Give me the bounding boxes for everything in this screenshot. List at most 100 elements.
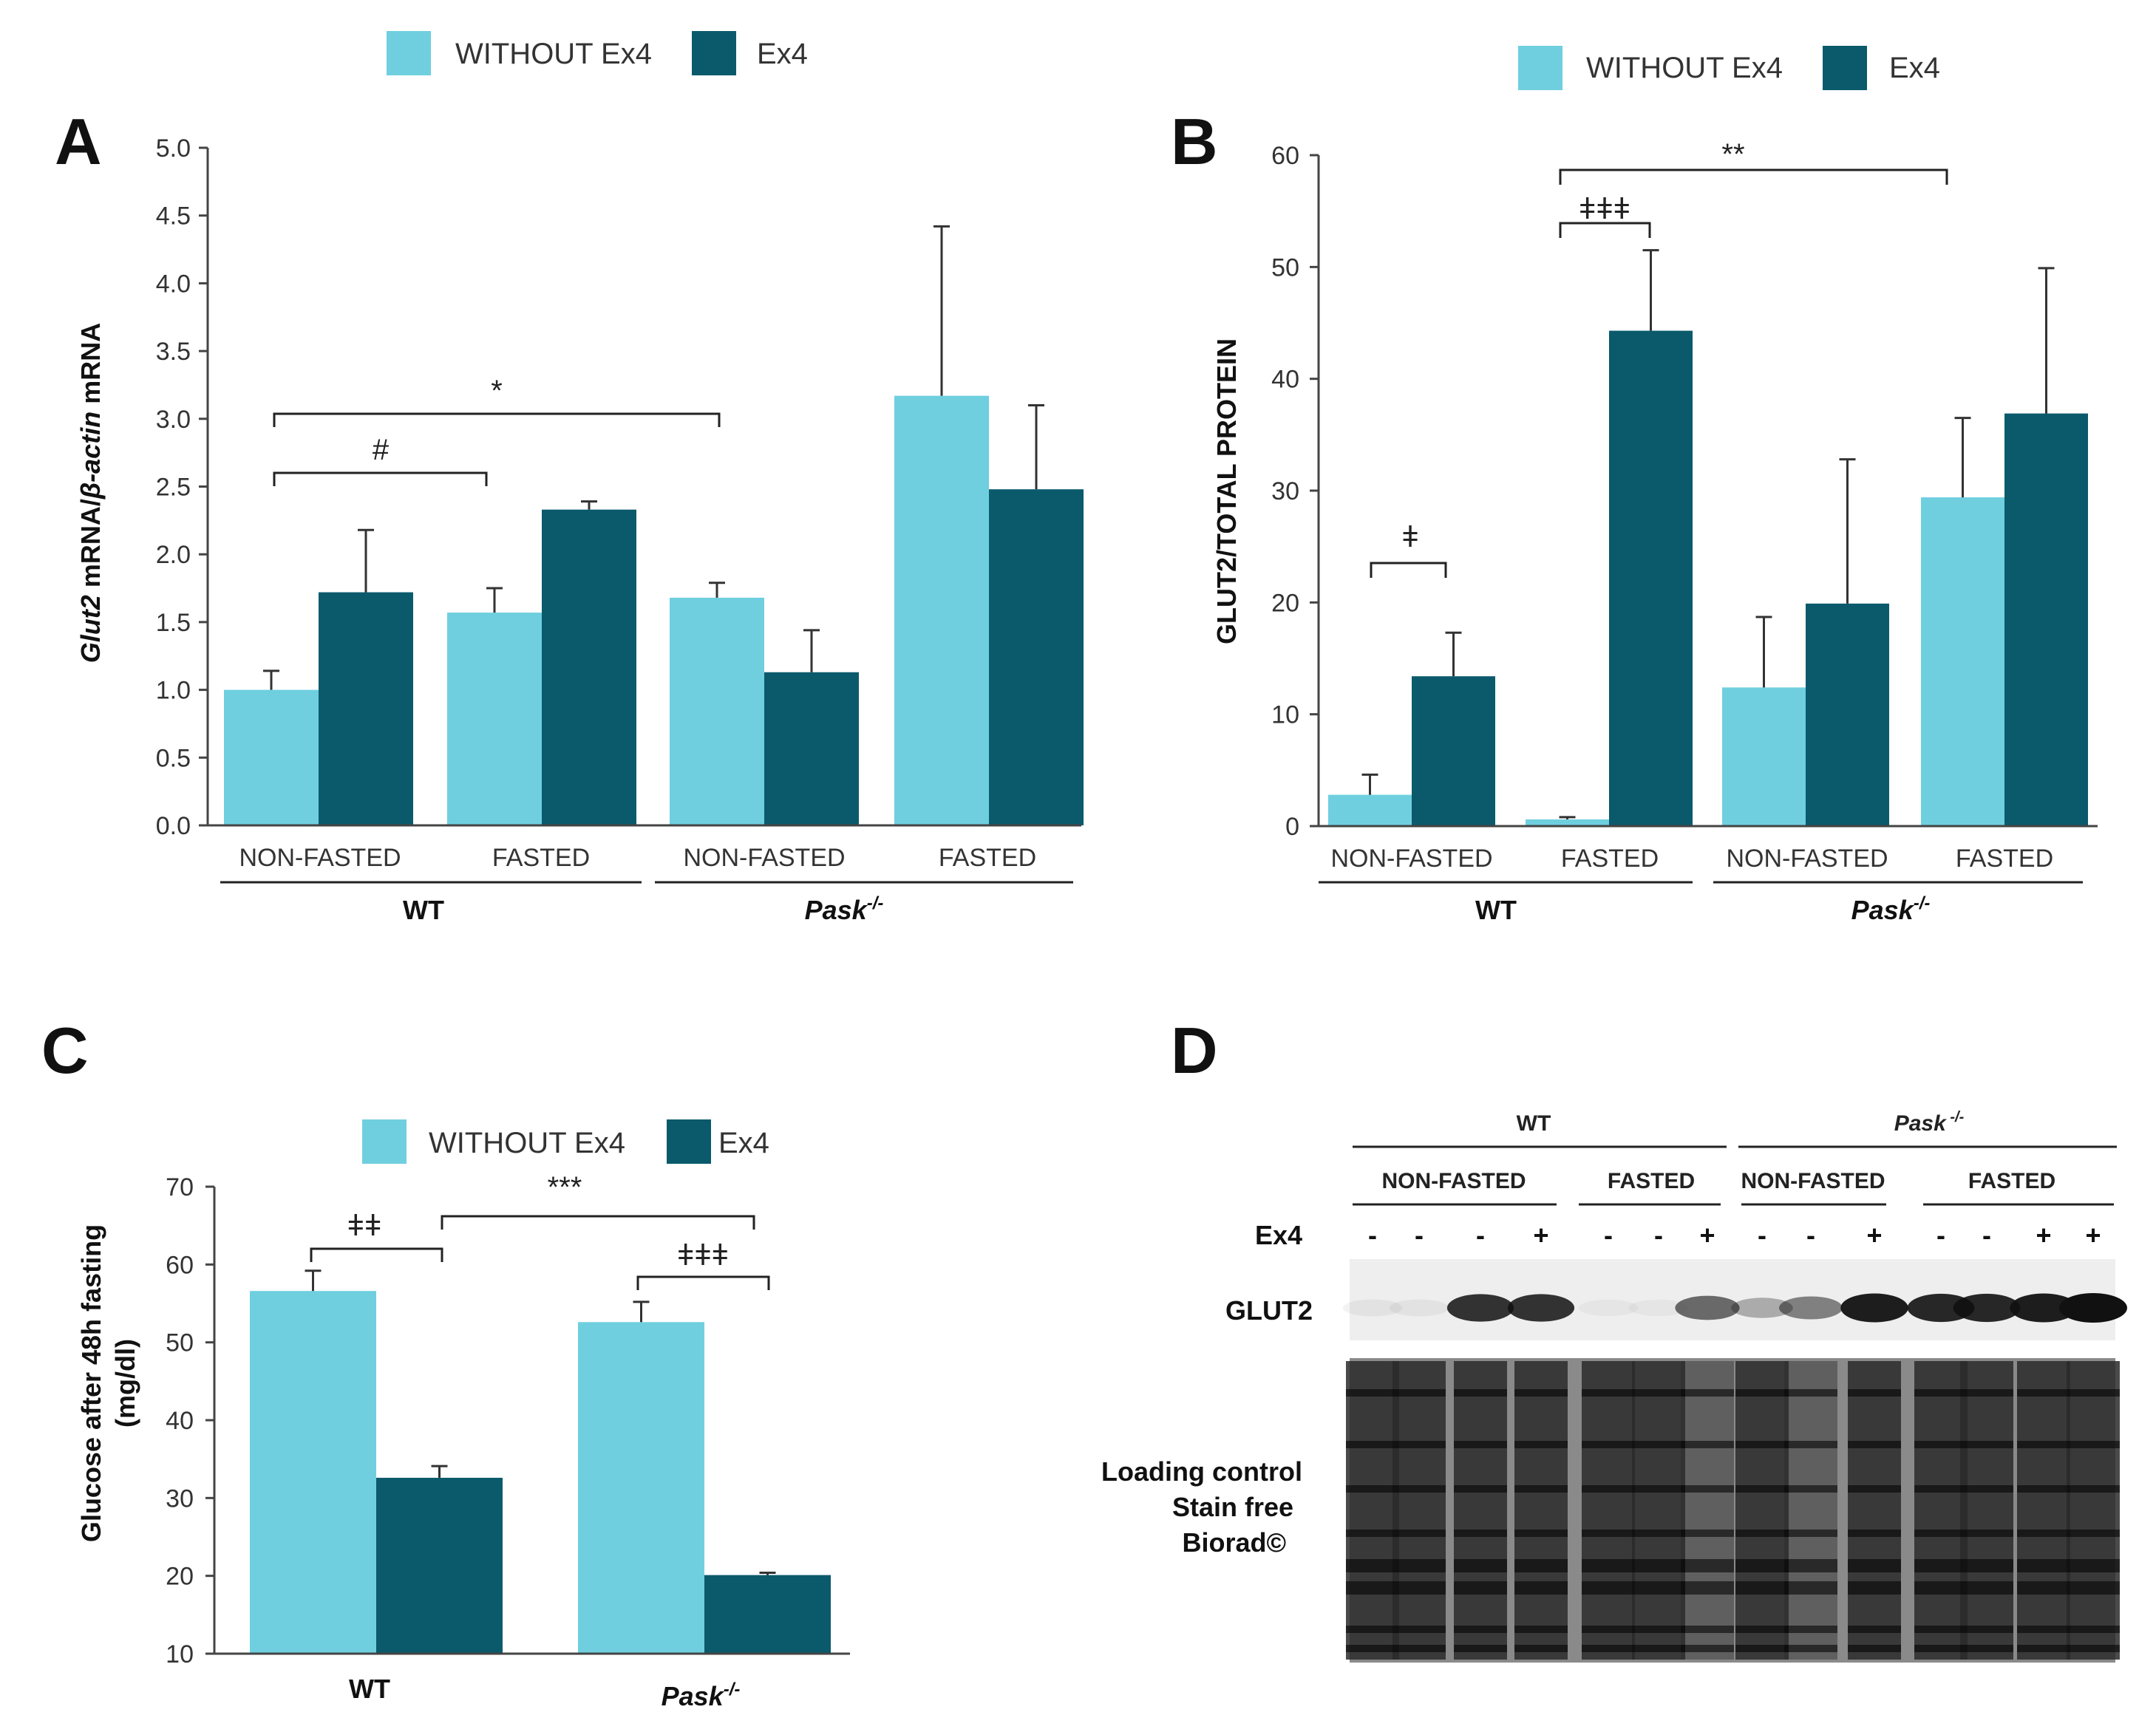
panel-a-ytick-label-7: 3.5 xyxy=(156,338,191,366)
blot-glut2-bands xyxy=(1342,1293,2127,1323)
panel-c-ytick-label-4: 50 xyxy=(166,1329,194,1357)
blot-ex4-sign-7: - xyxy=(1758,1220,1766,1250)
panel-a-bracket-star xyxy=(273,412,721,427)
panel-a-bar-ex4-1 xyxy=(542,509,636,825)
blot-loading-lane-0 xyxy=(1346,1361,1399,1660)
panel-c-ytick-label-0: 10 xyxy=(166,1640,194,1668)
panel-b-group-label-wt: WT xyxy=(1475,895,1517,925)
blot-loading-lanes xyxy=(1346,1361,2120,1660)
panel-a-errorbar-without-ex4-1 xyxy=(486,587,503,613)
panel-b-errorbar-without-ex4-0 xyxy=(1361,773,1378,795)
blot-loading-lane-3 xyxy=(1514,1361,1568,1660)
blot-ex4-sign-2: - xyxy=(1476,1220,1485,1250)
panel-a-ytick-label-8: 4.0 xyxy=(156,270,191,298)
panel-b-errorbar-without-ex4-3 xyxy=(1954,417,1971,498)
panel-b-ytick-label-1: 10 xyxy=(1271,701,1299,729)
panel-b-bracket-doublestar xyxy=(1559,168,1948,185)
panel-a-cat-label-0: NON-FASTED xyxy=(239,844,401,872)
panel-b-cat-label-0: NON-FASTED xyxy=(1330,845,1492,873)
panel-a-cat-label-2: NON-FASTED xyxy=(683,844,845,872)
legend-swatch-without-ex4-b xyxy=(1518,46,1562,90)
panel-b-letter: B xyxy=(1171,105,1218,178)
blot-ex4-sign-5: - xyxy=(1654,1220,1663,1250)
panel-c-bracket-triple xyxy=(636,1275,770,1290)
panel-c-bar-ex4-1 xyxy=(704,1575,831,1654)
blot-ex4-label: Ex4 xyxy=(1255,1220,1302,1250)
panel-b-errorbar-without-ex4-2 xyxy=(1755,616,1772,688)
legend-swatch-without-ex4 xyxy=(387,31,431,75)
panel-c-errorbar-ex4-1 xyxy=(759,1571,776,1575)
blot-loading-lane-4 xyxy=(1582,1361,1635,1660)
blot-loading-lane-6 xyxy=(1681,1361,1734,1660)
panel-b-y-axis-label: GLUT2/TOTAL PROTEIN xyxy=(1211,338,1242,644)
panel-b: WITHOUT Ex4 Ex4 B GLUT2/TOTAL PROTEIN 0 1… xyxy=(1171,46,2098,925)
panel-b-bar-ex4-2 xyxy=(1806,603,1889,826)
panel-a-letter: A xyxy=(55,105,102,178)
panel-a-bar-without-ex4-0 xyxy=(224,689,319,825)
panel-b-bar-without-ex4-2 xyxy=(1722,687,1806,826)
panel-c-ytick-label-5: 60 xyxy=(166,1251,194,1279)
blot-loading-label-2: Stain free xyxy=(1172,1492,1293,1522)
panel-c-sig-triplestar: *** xyxy=(548,1171,582,1204)
panel-a-ytick-label-5: 2.5 xyxy=(156,474,191,502)
panel-c-errorbar-without-ex4-1 xyxy=(633,1300,650,1323)
panel-b-y-ticks: 0 10 20 30 40 50 60 xyxy=(1271,142,1319,841)
blot-ex4-sign-10: - xyxy=(1936,1220,1945,1250)
panel-c-ytick-label-3: 40 xyxy=(166,1407,194,1435)
panel-c-errorbar-ex4-0 xyxy=(431,1465,448,1478)
blot-glut2-band-5 xyxy=(1628,1299,1689,1317)
panel-a-ytick-label-1: 0.5 xyxy=(156,744,191,772)
panel-b-ytick-label-4: 40 xyxy=(1271,366,1299,394)
blot-wt-label: WT xyxy=(1517,1111,1551,1136)
panel-a-ytick-label-4: 2.0 xyxy=(156,541,191,569)
panel-a-errorbar-ex4-2 xyxy=(803,629,820,672)
panel-c-group-label-wt: WT xyxy=(349,1674,390,1704)
panel-b-cat-label-3: FASTED xyxy=(1956,845,2053,873)
blot-ex4-sign-1: - xyxy=(1415,1220,1424,1250)
panel-c-y-axis-label-units: (mg/dl) xyxy=(110,1339,140,1428)
panel-d-letter: D xyxy=(1171,1014,1218,1087)
blot-ex4-sign-0: - xyxy=(1368,1220,1377,1250)
panel-b-bar-without-ex4-1 xyxy=(1526,819,1609,826)
panel-b-ytick-label-3: 30 xyxy=(1271,477,1299,505)
blot-subgroup-2: NON-FASTED xyxy=(1741,1169,1885,1193)
blot-loading-lane-12 xyxy=(2017,1361,2070,1660)
panel-a-errorbar-ex4-1 xyxy=(581,500,597,510)
panel-a-group-label-pask: Pask-/- xyxy=(805,893,884,925)
panel-c-sig-double: ǂǂ xyxy=(347,1210,382,1242)
panel-c-y-axis-label: Glucose after 48h fasting xyxy=(76,1224,106,1542)
blot-glut2-band-4 xyxy=(1578,1299,1639,1317)
panel-c-errorbar-without-ex4-0 xyxy=(305,1269,322,1292)
blot-ex4-signs: - - - + - - + - - + - - + + xyxy=(1368,1220,2101,1250)
panel-a-ytick-label-9: 4.5 xyxy=(156,202,191,231)
panel-c-letter: C xyxy=(41,1014,89,1087)
panel-b-errorbar-ex4-3 xyxy=(2038,267,2055,414)
blot-loading-lane-7 xyxy=(1735,1361,1789,1660)
panel-a-ytick-label-2: 1.0 xyxy=(156,677,191,705)
legend-swatch-ex4-c xyxy=(667,1119,711,1164)
panel-b-bar-without-ex4-0 xyxy=(1328,794,1412,826)
legend-label-without-ex4: WITHOUT Ex4 xyxy=(455,38,652,70)
blot-ex4-sign-6: + xyxy=(1699,1220,1715,1250)
panel-b-errorbar-ex4-2 xyxy=(1839,458,1856,604)
panel-a-bar-ex4-3 xyxy=(989,489,1084,825)
panel-a-errorbar-without-ex4-3 xyxy=(934,225,950,396)
panel-c: C WITHOUT Ex4 Ex4 Glucose after 48h fast… xyxy=(41,1014,850,1711)
panel-b-bar-ex4-1 xyxy=(1609,330,1693,826)
panel-b-cat-label-1: FASTED xyxy=(1561,845,1659,873)
blot-glut2-band-0 xyxy=(1342,1299,1403,1317)
panel-a-errorbar-ex4-0 xyxy=(358,528,374,593)
blot-glut2-band-11 xyxy=(1953,1293,2021,1323)
blot-glut2-label: GLUT2 xyxy=(1225,1295,1313,1326)
panel-a-bar-without-ex4-2 xyxy=(670,597,764,825)
panel-c-y-ticks: 10 20 30 40 50 60 70 xyxy=(166,1173,214,1668)
legend-swatch-ex4-b xyxy=(1823,46,1867,90)
blot-glut2-band-13 xyxy=(2059,1293,2127,1323)
blot-loading-lane-2 xyxy=(1454,1361,1507,1660)
panel-a-errorbar-without-ex4-0 xyxy=(263,669,279,690)
panel-a-sig-star: * xyxy=(491,375,503,407)
panel-a-error-bars xyxy=(263,225,1044,690)
panel-a-ytick-label-0: 0.0 xyxy=(156,812,191,840)
panel-b-group-label-pask: Pask-/- xyxy=(1851,893,1931,925)
